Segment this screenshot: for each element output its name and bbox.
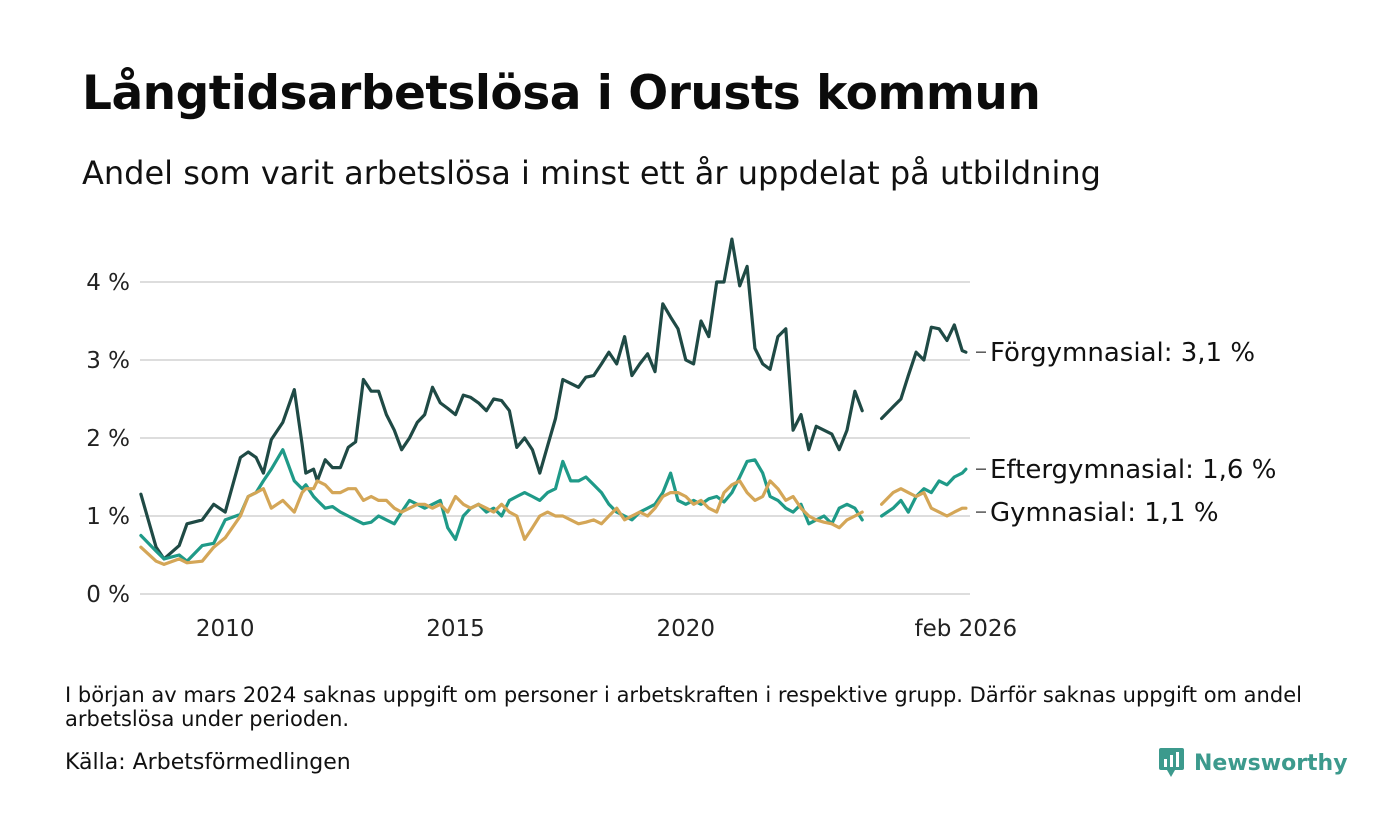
chart-subtitle: Andel som varit arbetslösa i minst ett å… <box>82 154 1101 192</box>
end-labels: Förgymnasial: 3,1 % Eftergymnasial: 1,6 %… <box>976 338 1276 528</box>
x-tick-label: feb 2026 <box>915 616 1018 642</box>
series-lines <box>139 237 968 566</box>
x-tick-label: 2020 <box>657 616 716 642</box>
series-line-gymnasial <box>139 479 864 566</box>
x-tick-label: 2010 <box>196 616 255 642</box>
x-axis: 2010 2015 2020 feb 2026 <box>196 616 1017 642</box>
brand-name: Newsworthy <box>1194 750 1348 776</box>
y-tick-label: 2 % <box>86 426 130 452</box>
y-tick-label: 1 % <box>86 504 130 530</box>
end-label-gymnasial: Gymnasial: 1,1 % <box>990 498 1219 528</box>
brand-logo[interactable]: Newsworthy <box>1158 746 1348 780</box>
x-tick-label: 2015 <box>426 616 485 642</box>
y-tick-label: 3 % <box>86 348 130 374</box>
series-line-förgymnasial <box>139 237 864 561</box>
series-line-eftergymnasial <box>139 448 864 563</box>
end-label-förgymnasial: Förgymnasial: 3,1 % <box>990 338 1255 368</box>
series-line-förgymnasial <box>880 323 968 421</box>
y-tick-label: 4 % <box>86 270 130 296</box>
footnote: I början av mars 2024 saknas uppgift om … <box>65 683 1302 731</box>
series-line-eftergymnasial <box>880 467 968 518</box>
grid <box>140 281 970 595</box>
end-label-eftergymnasial: Eftergymnasial: 1,6 % <box>990 455 1276 485</box>
newsworthy-icon <box>1159 748 1184 777</box>
y-axis: 0 % 1 % 2 % 3 % 4 % <box>86 270 130 608</box>
series-line-gymnasial <box>880 487 968 518</box>
source-credit: Källa: Arbetsförmedlingen <box>65 750 351 775</box>
chart-title: Långtidsarbetslösa i Orusts kommun <box>82 66 1041 121</box>
y-tick-label: 0 % <box>86 582 130 608</box>
